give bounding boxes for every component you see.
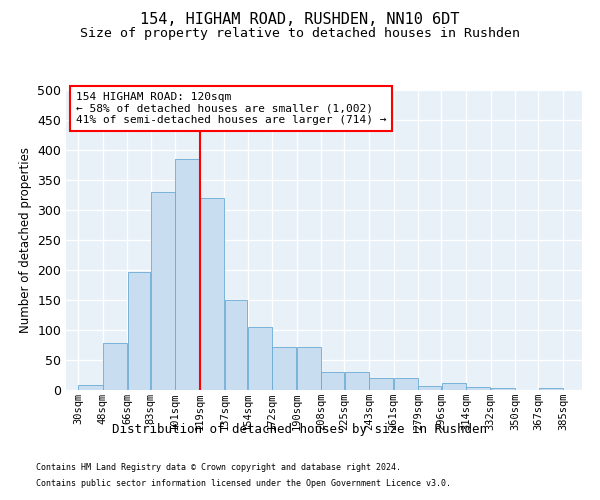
Bar	[466, 387, 490, 390]
Text: Contains public sector information licensed under the Open Government Licence v3: Contains public sector information licen…	[36, 478, 451, 488]
Bar	[151, 192, 175, 390]
Y-axis label: Number of detached properties: Number of detached properties	[19, 147, 32, 333]
Bar	[539, 388, 563, 390]
Bar	[394, 378, 418, 390]
Bar	[103, 343, 127, 390]
Text: Contains HM Land Registry data © Crown copyright and database right 2024.: Contains HM Land Registry data © Crown c…	[36, 464, 401, 472]
Bar	[200, 198, 224, 390]
Bar	[369, 378, 394, 390]
Bar	[224, 300, 247, 390]
Bar	[297, 347, 321, 390]
Bar	[272, 347, 296, 390]
Bar	[128, 272, 151, 390]
Bar	[175, 159, 200, 390]
Bar	[79, 385, 103, 390]
Bar	[442, 383, 466, 390]
Bar	[344, 372, 369, 390]
Text: Size of property relative to detached houses in Rushden: Size of property relative to detached ho…	[80, 28, 520, 40]
Text: Distribution of detached houses by size in Rushden: Distribution of detached houses by size …	[113, 422, 487, 436]
Text: 154 HIGHAM ROAD: 120sqm
← 58% of detached houses are smaller (1,002)
41% of semi: 154 HIGHAM ROAD: 120sqm ← 58% of detache…	[76, 92, 386, 125]
Bar	[418, 386, 441, 390]
Text: 154, HIGHAM ROAD, RUSHDEN, NN10 6DT: 154, HIGHAM ROAD, RUSHDEN, NN10 6DT	[140, 12, 460, 28]
Bar	[248, 327, 272, 390]
Bar	[322, 372, 344, 390]
Bar	[491, 388, 515, 390]
